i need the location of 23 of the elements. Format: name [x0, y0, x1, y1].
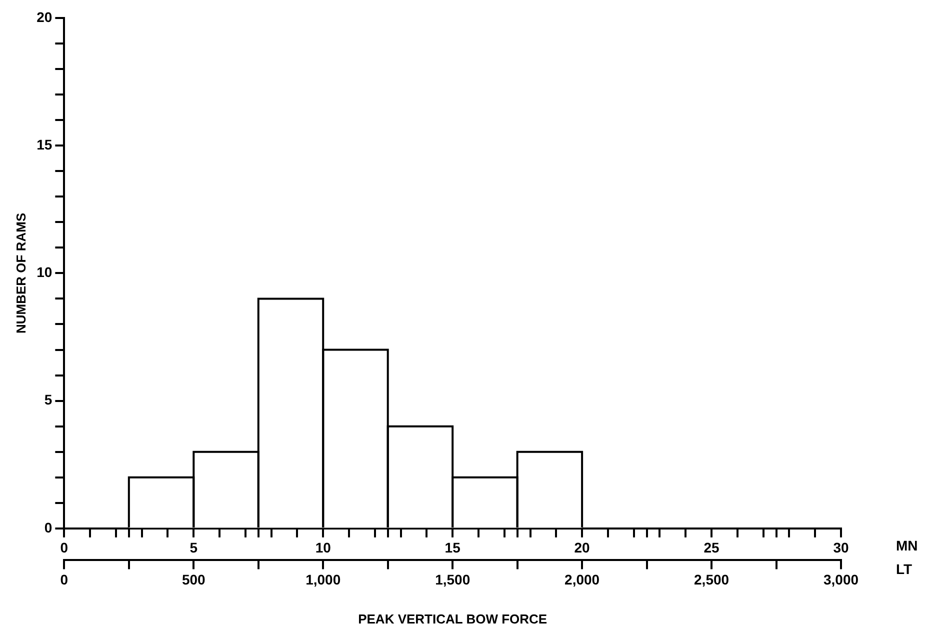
y-tick-label: 0 [44, 519, 52, 536]
x-tick-label: 0 [60, 540, 68, 556]
x-axis-title: MN [896, 537, 918, 554]
x-tick-label: 30 [833, 540, 849, 556]
x2-tick-label: 3,000 [823, 571, 859, 588]
x2-tick-label: 2,000 [564, 571, 600, 588]
text: PEAK VERTICAL BOW FORCE [358, 612, 548, 627]
x-tick-label: 15 [444, 540, 461, 556]
y-tick-label: 20 [36, 8, 52, 25]
x2-tick-label: 1,000 [306, 571, 341, 588]
x2-tick-label: 1,500 [435, 571, 470, 588]
x2-axis-title: LT [896, 561, 913, 578]
x-tick-label: 25 [704, 540, 720, 556]
y-tick-label: 10 [36, 264, 52, 280]
y-axis-title: NUMBER OF RAMS [13, 212, 28, 334]
y-tick-label: 5 [44, 392, 52, 408]
x-tick-label: 10 [315, 540, 332, 556]
x-tick-label: 5 [190, 540, 198, 556]
y-tick-label: 15 [36, 136, 52, 152]
x-tick-label: 20 [574, 540, 590, 556]
x2-tick-label: 2,500 [694, 571, 730, 588]
x2-tick-label: 500 [182, 571, 206, 588]
x2-tick-label: 0 [60, 571, 68, 588]
